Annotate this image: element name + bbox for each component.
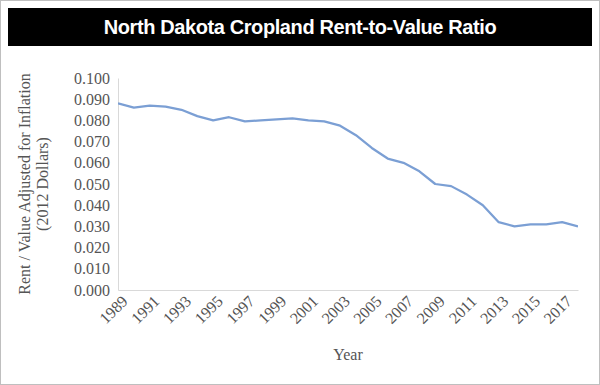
x-tick-label: 2003: [318, 292, 353, 327]
y-tick: 0.030: [74, 218, 118, 235]
y-tick: 0.020: [74, 239, 118, 256]
y-tick-label: 0.090: [74, 91, 110, 108]
y-tick-label: 0.020: [74, 239, 110, 256]
x-tick: 1989: [96, 290, 131, 327]
x-tick: 2013: [477, 290, 512, 327]
y-tick: 0.050: [74, 176, 118, 193]
title: North Dakota Cropland Rent-to-Value Rati…: [104, 16, 497, 38]
y-tick: 0.010: [74, 260, 118, 277]
x-tick-label: 2005: [350, 292, 385, 327]
y-tick-label: 0.080: [74, 112, 110, 129]
y-tick: 0.100: [74, 70, 118, 87]
title-banner: [8, 8, 592, 46]
x-tick-label: 2015: [509, 292, 544, 327]
x-tick: 1997: [223, 290, 258, 327]
y-axis-title: Rent / Value Adjusted for Inflation(2012…: [16, 73, 52, 294]
x-tick: 1995: [191, 290, 226, 327]
x-tick: 1999: [255, 290, 290, 327]
x-tick: 1991: [128, 290, 163, 327]
y-axis-line: [118, 79, 119, 291]
frame: [1, 1, 600, 385]
chart: North Dakota Cropland Rent-to-Value Rati…: [0, 0, 600, 385]
y-tick: 0.060: [74, 154, 118, 171]
y-tick-label: 0.100: [74, 70, 110, 87]
x-tick-label: 1997: [223, 292, 258, 327]
x-tick: 2005: [350, 290, 385, 327]
x-tick: 2001: [287, 290, 322, 327]
x-tick-label: 1999: [255, 292, 290, 327]
x-tick-label: 1991: [128, 292, 163, 327]
y-tick-label: 0.050: [74, 176, 110, 193]
x-tick-label: 2001: [287, 292, 322, 327]
y-tick: 0.070: [74, 133, 118, 150]
x-tick-label: 2017: [540, 292, 575, 327]
x-tick: 2007: [382, 290, 417, 327]
x-tick: 2011: [446, 290, 480, 327]
data-line: [118, 103, 578, 226]
y-tick-label: 0.060: [74, 154, 110, 171]
x-tick-label: 2011: [446, 292, 480, 326]
x-tick-label: 2009: [413, 292, 448, 327]
y-tick: 0.000: [74, 282, 118, 299]
y-tick-label: 0.030: [74, 218, 110, 235]
x-tick: 2003: [318, 290, 353, 327]
y-tick-label: 0.010: [74, 260, 110, 277]
x-tick-label: 2007: [382, 292, 417, 327]
y-tick: 0.090: [74, 91, 118, 108]
x-tick-label: 1993: [160, 292, 195, 327]
x-tick-label: 1989: [96, 292, 131, 327]
y-tick-label: 0.070: [74, 133, 110, 150]
y-axis: 0.000 0.010 0.020 0.030 0.040 0.050 0.060 0.070…: [74, 70, 119, 299]
x-axis-line: [119, 290, 579, 291]
x-tick-label: 1995: [191, 292, 226, 327]
y-tick-label: 0.040: [74, 197, 110, 214]
x-axis: 1989199119931995199719992001200320052007…: [96, 290, 578, 327]
y-tick: 0.040: [74, 197, 118, 214]
x-tick: 2017: [540, 290, 575, 327]
x-axis-title: Year: [333, 346, 363, 363]
y-tick: 0.080: [74, 112, 118, 129]
y-tick-label: 0.000: [74, 282, 110, 299]
plot-area: [118, 103, 578, 226]
x-tick: 2015: [509, 290, 544, 327]
x-tick: 2009: [413, 290, 448, 327]
x-tick-label: 2013: [477, 292, 512, 327]
x-tick: 1993: [160, 290, 195, 327]
